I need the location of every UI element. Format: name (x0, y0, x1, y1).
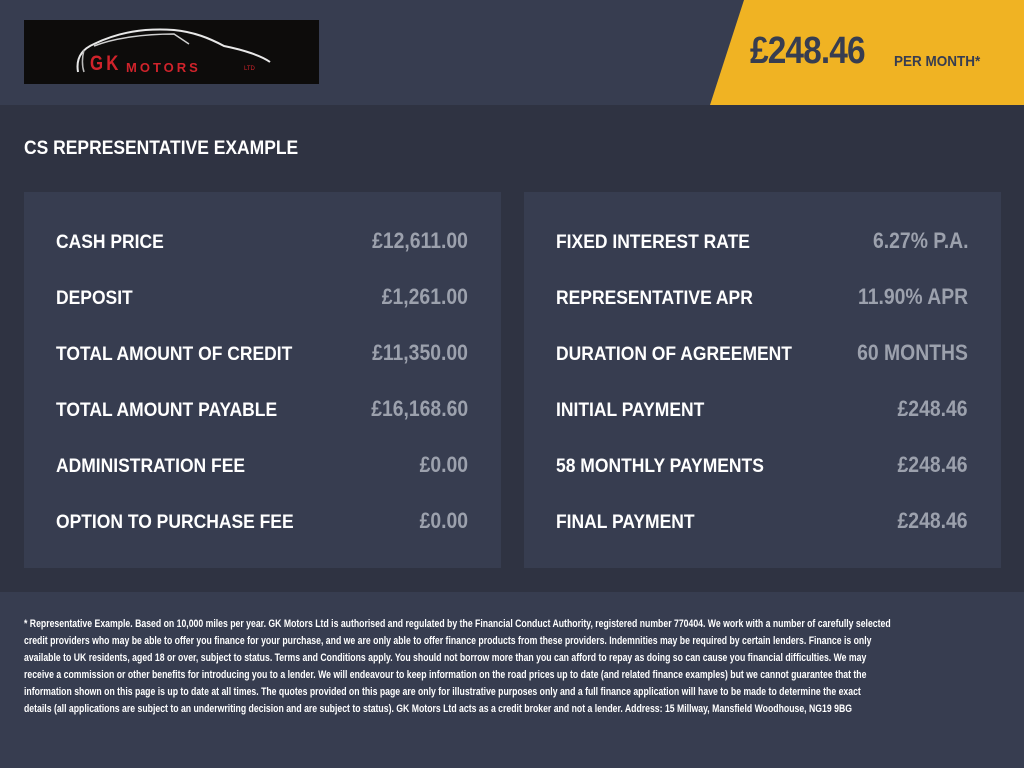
finance-row: FIXED INTEREST RATE 6.27% P.A. (524, 222, 1001, 278)
row-value: £0.00 (419, 452, 468, 477)
finance-row: DEPOSIT £1,261.00 (24, 278, 501, 334)
row-value: 11.90% APR (857, 284, 968, 309)
finance-row: 58 MONTHLY PAYMENTS £248.46 (524, 446, 1001, 502)
logo-text-motors: MOTORS (126, 60, 201, 75)
gk-motors-logo[interactable]: GK MOTORS LTD (24, 20, 319, 84)
row-label: DURATION OF AGREEMENT (556, 344, 792, 365)
disclaimer-line: information shown on this page is up to … (24, 686, 861, 698)
row-label: OPTION TO PURCHASE FEE (56, 512, 294, 533)
row-label: ADMINISTRATION FEE (56, 456, 246, 477)
per-month-label: PER MONTH* (894, 53, 981, 70)
disclaimer-line: available to UK residents, aged 18 or ov… (24, 652, 867, 664)
finance-row: TOTAL AMOUNT OF CREDIT £11,350.00 (24, 334, 501, 390)
finance-panel-right: FIXED INTEREST RATE 6.27% P.A. REPRESENTA… (524, 192, 1001, 568)
row-value: £16,168.60 (371, 396, 468, 421)
finance-row: REPRESENTATIVE APR 11.90% APR (524, 278, 1001, 334)
row-label: TOTAL AMOUNT PAYABLE (56, 400, 278, 421)
row-label: TOTAL AMOUNT OF CREDIT (56, 344, 293, 365)
row-value: 6.27% P.A. (872, 228, 968, 253)
row-value: £1,261.00 (381, 284, 468, 309)
row-label: DEPOSIT (56, 288, 133, 309)
finance-row: OPTION TO PURCHASE FEE £0.00 (24, 502, 501, 558)
row-label: FIXED INTEREST RATE (556, 232, 750, 253)
monthly-price: £248.46 (750, 30, 866, 72)
disclaimer-footer: * Representative Example. Based on 10,00… (0, 592, 1024, 768)
finance-row: INITIAL PAYMENT £248.46 (524, 390, 1001, 446)
row-value: 60 MONTHS (857, 340, 968, 365)
disclaimer-line: receive a commission or other benefits f… (24, 669, 867, 681)
monthly-price-banner: £248.46 PER MONTH* (710, 0, 1024, 105)
row-label: REPRESENTATIVE APR (556, 288, 753, 309)
section-title: CS REPRESENTATIVE EXAMPLE (24, 138, 299, 159)
finance-row: TOTAL AMOUNT PAYABLE £16,168.60 (24, 390, 501, 446)
logo-text-ltd: LTD (244, 66, 255, 72)
finance-row: DURATION OF AGREEMENT 60 MONTHS (524, 334, 1001, 390)
row-label: CASH PRICE (56, 232, 164, 253)
disclaimer-line: details (all applications are subject to… (24, 703, 852, 715)
finance-panel-left: CASH PRICE £12,611.00 DEPOSIT £1,261.00 TO… (24, 192, 501, 568)
disclaimer-line: * Representative Example. Based on 10,00… (24, 618, 891, 630)
car-silhouette-icon (76, 28, 271, 73)
row-value: £12,611.00 (372, 228, 468, 253)
logo-text-gk: GK (90, 52, 122, 75)
row-value: £248.46 (898, 508, 968, 533)
row-value: £248.46 (898, 396, 968, 421)
row-value: £248.46 (898, 452, 968, 477)
finance-row: ADMINISTRATION FEE £0.00 (24, 446, 501, 502)
finance-row: CASH PRICE £12,611.00 (24, 222, 501, 278)
disclaimer-line: credit providers who may be able to offe… (24, 635, 872, 647)
header: GK MOTORS LTD £248.46 PER MONTH* (0, 0, 1024, 105)
row-label: FINAL PAYMENT (556, 512, 695, 533)
row-label: INITIAL PAYMENT (556, 400, 705, 421)
row-value: £0.00 (419, 508, 468, 533)
row-label: 58 MONTHLY PAYMENTS (556, 456, 764, 477)
row-value: £11,350.00 (372, 340, 468, 365)
finance-row: FINAL PAYMENT £248.46 (524, 502, 1001, 558)
